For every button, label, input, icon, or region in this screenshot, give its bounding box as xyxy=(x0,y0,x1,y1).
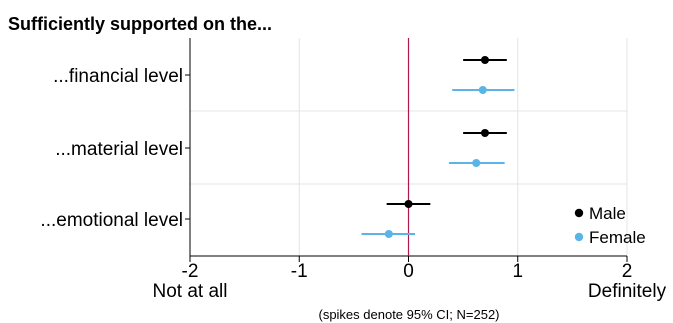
male-point-1 xyxy=(480,129,489,137)
legend: Male Female xyxy=(574,204,646,247)
axes xyxy=(185,38,628,262)
legend-label-male: Male xyxy=(589,204,626,223)
legend-label-female: Female xyxy=(589,228,646,247)
female-point-2 xyxy=(384,230,393,238)
male-point-2 xyxy=(404,200,413,208)
chart-note: (spikes denote 95% CI; N=252) xyxy=(318,307,499,322)
category-label-1: ...material level xyxy=(55,139,183,160)
x-tick-label-0: -2 xyxy=(182,261,199,282)
female-point-1 xyxy=(472,159,481,167)
category-label-2: ...emotional level xyxy=(40,210,183,231)
x-anchor-low-label: Not at all xyxy=(153,281,228,302)
chart-title: Sufficiently supported on the... xyxy=(8,14,272,34)
legend-marker-male xyxy=(574,208,584,218)
x-tick-label-2: 0 xyxy=(403,261,414,282)
female-point-0 xyxy=(478,86,487,94)
x-tick-label-4: 2 xyxy=(622,261,633,282)
male-point-0 xyxy=(480,56,489,64)
x-anchor-high-label: Definitely xyxy=(588,281,667,302)
category-labels: ...financial level ...material level ...em… xyxy=(40,66,183,231)
legend-marker-female xyxy=(574,232,584,242)
data-marks xyxy=(361,56,515,238)
x-tick-labels: -2 -1 0 1 2 xyxy=(182,261,633,282)
category-label-0: ...financial level xyxy=(53,66,183,87)
x-tick-label-3: 1 xyxy=(512,261,523,282)
x-tick-label-1: -1 xyxy=(291,261,308,282)
